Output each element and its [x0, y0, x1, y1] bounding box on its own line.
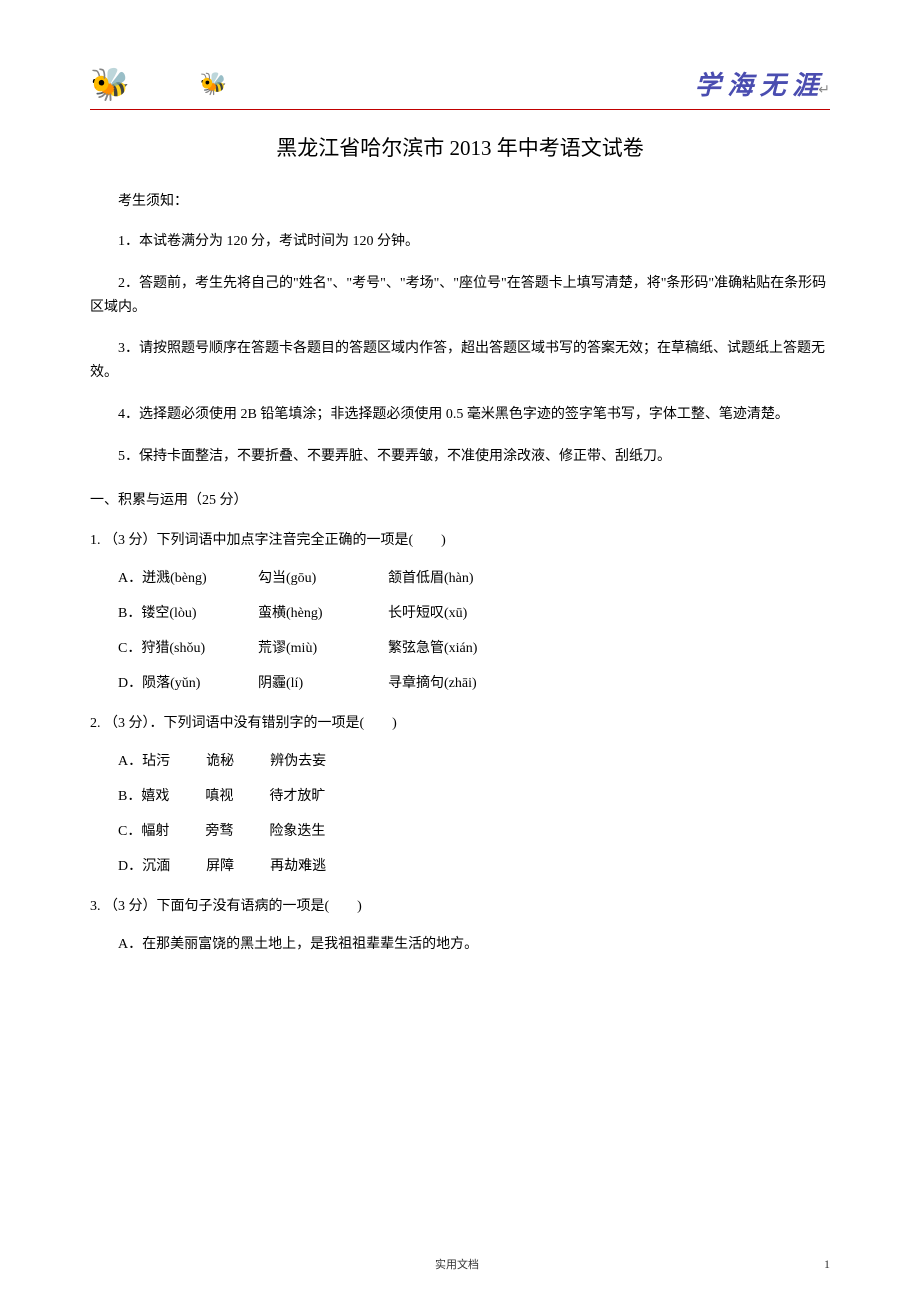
q3-stem: 3. （3 分）下面句子没有语病的一项是( ) [90, 895, 830, 915]
page-footer: 实用文档 1 [0, 1256, 920, 1272]
q2-option-d: D．沉湎 屏障 再劫难逃 [90, 855, 830, 875]
question-3: 3. （3 分）下面句子没有语病的一项是( ) A．在那美丽富饶的黑土地上，是我… [90, 895, 830, 953]
instructions-heading: 考生须知： [90, 190, 830, 210]
q1-c-c3: 繁弦急管(xián) [388, 637, 477, 657]
instruction-item-2: 2．答题前，考生先将自己的"姓名"、"考号"、"考场"、"座位号"在答题卡上填写… [90, 272, 830, 320]
q1-option-c: C．狩猎(shǒu) 荒谬(miù) 繁弦急管(xián) [90, 637, 830, 657]
q2-b-c1: B．嬉戏 [118, 785, 169, 805]
footer-page-number: 1 [824, 1257, 830, 1272]
q2-option-a: A．玷污 诡秘 辨伪去妄 [90, 750, 830, 770]
q2-option-c: C．幅射 旁骛 险象迭生 [90, 820, 830, 840]
q2-stem: 2. （3 分）．下列词语中没有错别字的一项是( ) [90, 712, 830, 732]
return-symbol: ↵ [818, 83, 830, 98]
q1-stem: 1. （3 分）下列词语中加点字注音完全正确的一项是( ) [90, 529, 830, 549]
section-1-heading: 一、积累与运用（25 分） [90, 489, 830, 509]
header-calligraphy: 学 海 无 涯 [695, 71, 819, 100]
q1-c-c2: 荒谬(miù) [258, 637, 388, 657]
q1-c-c1: C．狩猎(shǒu) [118, 637, 258, 657]
q2-b-c2: 嗔视 [205, 785, 233, 805]
q1-option-a: A．迸溅(bèng) 勾当(gōu) 颔首低眉(hàn) [90, 567, 830, 587]
header-calligraphy-wrap: 学 海 无 涯↵ [695, 65, 830, 102]
q2-a-c2: 诡秘 [206, 750, 234, 770]
q1-d-c2: 阴霾(lí) [258, 672, 388, 692]
q1-d-c3: 寻章摘句(zhāi) [388, 672, 477, 692]
q2-d-c3: 再劫难逃 [270, 855, 326, 875]
instruction-item-4: 4．选择题必须使用 2B 铅笔填涂；非选择题必须使用 0.5 毫米黑色字迹的签字… [90, 403, 830, 427]
q2-d-c1: D．沉湎 [118, 855, 170, 875]
q1-a-c3: 颔首低眉(hàn) [388, 567, 474, 587]
q1-b-c1: B．镂空(lòu) [118, 602, 258, 622]
q1-d-c1: D．陨落(yǔn) [118, 672, 258, 692]
q2-a-c1: A．玷污 [118, 750, 170, 770]
question-2: 2. （3 分）．下列词语中没有错别字的一项是( ) A．玷污 诡秘 辨伪去妄 … [90, 712, 830, 875]
q2-c-c2: 旁骛 [205, 820, 233, 840]
header-icons: 🐝 🐝 [90, 65, 227, 103]
question-1: 1. （3 分）下列词语中加点字注音完全正确的一项是( ) A．迸溅(bèng)… [90, 529, 830, 692]
q1-option-d: D．陨落(yǔn) 阴霾(lí) 寻章摘句(zhāi) [90, 672, 830, 692]
q1-b-c3: 长吁短叹(xū) [388, 602, 467, 622]
instruction-item-3: 3．请按照题号顺序在答题卡各题目的答题区域内作答，超出答题区域书写的答案无效；在… [90, 337, 830, 385]
q1-a-c2: 勾当(gōu) [258, 567, 388, 587]
instruction-item-5: 5．保持卡面整洁，不要折叠、不要弄脏、不要弄皱，不准使用涂改液、修正带、刮纸刀。 [90, 445, 830, 469]
q3-a-text: A．在那美丽富饶的黑土地上，是我祖祖辈辈生活的地方。 [118, 937, 478, 952]
q2-a-c3: 辨伪去妄 [270, 750, 326, 770]
q1-option-b: B．镂空(lòu) 蛮横(hèng) 长吁短叹(xū) [90, 602, 830, 622]
q2-b-c3: 待才放旷 [269, 785, 325, 805]
q2-d-c2: 屏障 [206, 855, 234, 875]
q2-option-b: B．嬉戏 嗔视 待才放旷 [90, 785, 830, 805]
bee-icon-large: 🐝 [90, 65, 130, 103]
q3-option-a: A．在那美丽富饶的黑土地上，是我祖祖辈辈生活的地方。 [90, 933, 830, 953]
header-bar: 🐝 🐝 学 海 无 涯↵ [90, 60, 830, 110]
bee-icon-small: 🐝 [200, 71, 227, 97]
q2-c-c3: 险象迭生 [269, 820, 325, 840]
q1-b-c2: 蛮横(hèng) [258, 602, 388, 622]
footer-center-text: 实用文档 [90, 1256, 824, 1272]
instruction-item-1: 1．本试卷满分为 120 分，考试时间为 120 分钟。 [90, 230, 830, 254]
instructions-block: 考生须知： 1．本试卷满分为 120 分，考试时间为 120 分钟。 2．答题前… [90, 190, 830, 469]
q2-c-c1: C．幅射 [118, 820, 169, 840]
q1-a-c1: A．迸溅(bèng) [118, 567, 258, 587]
page-title: 黑龙江省哈尔滨市 2013 年中考语文试卷 [90, 132, 830, 162]
